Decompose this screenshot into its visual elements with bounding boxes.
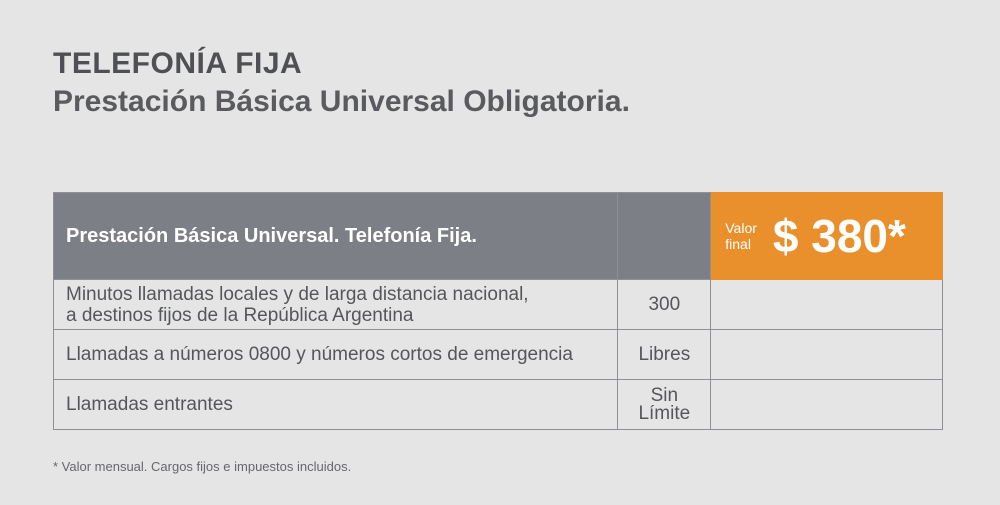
price-amount: $ 380* [772, 210, 906, 262]
table-row: Llamadas entrantes Sin Límite [52, 379, 943, 430]
plan-name: Prestación Básica Universal. Telefonía F… [52, 192, 619, 280]
table-row: Llamadas a números 0800 y números cortos… [52, 329, 943, 380]
header-empty-cell [617, 192, 712, 280]
page-subtitle: Prestación Básica Universal Obligatoria. [53, 85, 630, 118]
price-cell: Valor final $ 380* [710, 192, 943, 280]
price-caption: Valor final [725, 220, 757, 252]
footnote: * Valor mensual. Cargos fijos e impuesto… [53, 459, 352, 474]
table-row: Minutos llamadas locales y de larga dist… [52, 279, 943, 330]
page-title: TELEFONÍA FIJA [53, 47, 303, 80]
plan-table: Prestación Básica Universal. Telefonía F… [52, 192, 943, 430]
table-header: Prestación Básica Universal. Telefonía F… [52, 192, 943, 280]
